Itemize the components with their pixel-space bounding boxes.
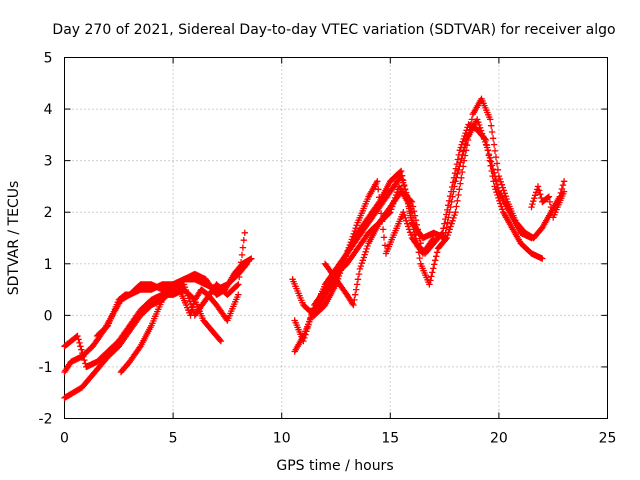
axis-ticks	[64, 57, 608, 419]
x-tick-label: 15	[381, 431, 399, 447]
y-axis-label: SDTVAR / TECUs	[6, 181, 22, 296]
series-track-11	[528, 183, 568, 221]
y-tick-label: -2	[39, 412, 53, 428]
y-tick-label: 0	[44, 308, 53, 324]
y-tick-label: 1	[44, 257, 53, 273]
data-series	[61, 95, 568, 402]
plus-markers	[61, 286, 225, 371]
y-tick-label: 4	[44, 102, 53, 118]
series-track-2	[61, 255, 255, 402]
plot-frame	[64, 57, 608, 419]
y-tick-label: 3	[44, 154, 53, 170]
x-axis-label: GPS time / hours	[276, 458, 393, 474]
y-tick-label: 5	[44, 51, 53, 67]
plus-markers	[321, 188, 424, 309]
x-tick-label: 10	[273, 431, 291, 447]
grid-lines	[64, 57, 608, 419]
y-tick-label: -1	[39, 360, 53, 376]
x-tick-label: 20	[490, 431, 508, 447]
series-track-3	[61, 286, 225, 371]
plus-markers	[528, 183, 568, 221]
plus-markers	[61, 255, 255, 402]
x-tick-label: 25	[599, 431, 617, 447]
series-track-10	[321, 188, 424, 309]
tick-labels: 0 5 10 15 20 25 -2 -1 0 1 2 3 4 5	[39, 51, 617, 447]
y-tick-label: 2	[44, 205, 53, 221]
series-track-4	[93, 229, 248, 340]
x-tick-label: 0	[60, 431, 69, 447]
plus-markers	[93, 229, 248, 340]
series-track-5	[117, 281, 242, 376]
chart-title: Day 270 of 2021, Sidereal Day-to-day VTE…	[52, 22, 615, 38]
series-track-9	[311, 178, 437, 319]
x-tick-label: 5	[169, 431, 178, 447]
plus-markers	[117, 281, 242, 376]
plus-markers	[311, 178, 437, 319]
